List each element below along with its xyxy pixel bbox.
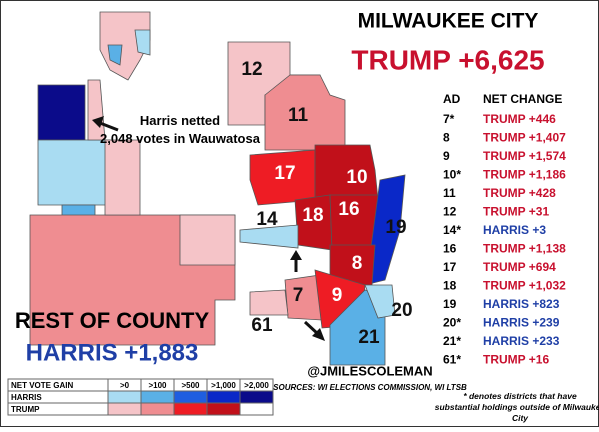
legend-swatch	[239, 390, 274, 404]
map-labels: 12 11 17 10 18 16 19 14 8 7 9 20 61 21	[241, 59, 412, 348]
district: 8	[443, 131, 450, 145]
county-map	[29, 11, 236, 346]
legend-swatch	[140, 402, 175, 416]
district: 16	[443, 242, 457, 256]
net-change: HARRIS +239	[483, 316, 560, 330]
map-label: 9	[332, 285, 343, 306]
district: 20*	[443, 316, 461, 330]
district: 17	[443, 260, 457, 274]
legend-swatch	[107, 390, 142, 404]
legend-swatch	[140, 390, 175, 404]
legend: NET VOTE GAIN >0 >100 >500 >1,000 >2,000 HARRI…	[7, 378, 274, 416]
legend-swatch	[206, 390, 241, 404]
district: 12	[443, 205, 457, 219]
map-label: 10	[346, 167, 367, 188]
net-change: TRUMP +1,186	[483, 168, 566, 182]
arrows	[92, 116, 325, 341]
net-change: TRUMP +1,574	[483, 149, 566, 163]
net-change: TRUMP +1,138	[483, 242, 566, 256]
district: 21*	[443, 334, 461, 348]
district: 7*	[443, 112, 455, 126]
map-label: 12	[241, 59, 262, 80]
district: 11	[443, 186, 456, 200]
map-label: 20	[391, 300, 412, 321]
net-change: TRUMP +1,032	[483, 279, 566, 293]
map-label: 17	[274, 163, 295, 184]
net-change: TRUMP +446	[483, 112, 556, 126]
net-change: TRUMP +31	[483, 205, 549, 219]
credit: @JMILESCOLEMAN	[307, 363, 432, 378]
legend-bin: >2,000	[244, 381, 269, 390]
legend-bin: >500	[181, 381, 200, 390]
net-change: HARRIS +3	[483, 223, 546, 237]
table-header: NET CHANGE	[483, 92, 562, 106]
district: 19	[443, 297, 457, 311]
district: 18	[443, 279, 457, 293]
table-header: AD	[443, 92, 461, 106]
legend-bin: >100	[148, 381, 167, 390]
title: MILWAUKEE CITY	[358, 10, 539, 33]
district: 61*	[443, 353, 461, 367]
map-label: 8	[352, 253, 363, 274]
subtitle: TRUMP +6,625	[351, 44, 544, 75]
map-label: 16	[338, 199, 359, 220]
net-change: HARRIS +823	[483, 297, 560, 311]
map-label: 61	[251, 315, 273, 336]
sources: SOURCES: WI ELECTIONS COMMISSION, WI LTS…	[273, 383, 467, 392]
map-label: 18	[302, 205, 323, 226]
net-change: TRUMP +694	[483, 260, 556, 274]
legend-swatch	[206, 402, 241, 416]
legend-swatch	[107, 402, 142, 416]
map-label: 11	[288, 105, 309, 126]
county-result: HARRIS +1,883	[26, 339, 199, 366]
legend-bin: >1,000	[211, 381, 236, 390]
legend-row: TRUMP	[11, 405, 40, 414]
map-label: 7	[293, 285, 304, 306]
footnote: * denotes districts that have substantial…	[435, 391, 599, 423]
legend-swatch	[239, 402, 274, 416]
map-label: 19	[385, 217, 406, 238]
results-table: AD NET CHANGE 7* TRUMP +446 8 TRUMP +1,407 9 TR…	[435, 92, 599, 423]
district: 9	[443, 149, 450, 163]
county-title: REST OF COUNTY	[15, 308, 210, 333]
net-change: TRUMP +16	[483, 353, 549, 367]
annotation: Harris netted 2,048 votes in Wauwatosa	[100, 113, 261, 146]
net-change: HARRIS +233	[483, 334, 560, 348]
legend-bin: >0	[120, 381, 130, 390]
district: 14*	[443, 223, 461, 237]
legend-swatch	[173, 390, 208, 404]
net-change: TRUMP +428	[483, 186, 556, 200]
map-label: 14	[256, 209, 278, 230]
net-change: TRUMP +1,407	[483, 131, 566, 145]
legend-swatch	[173, 402, 208, 416]
city-map	[227, 41, 406, 366]
legend-header: NET VOTE GAIN	[11, 381, 73, 390]
legend-row: HARRIS	[11, 393, 42, 402]
map-label: 21	[358, 327, 380, 348]
district: 10*	[443, 168, 461, 182]
